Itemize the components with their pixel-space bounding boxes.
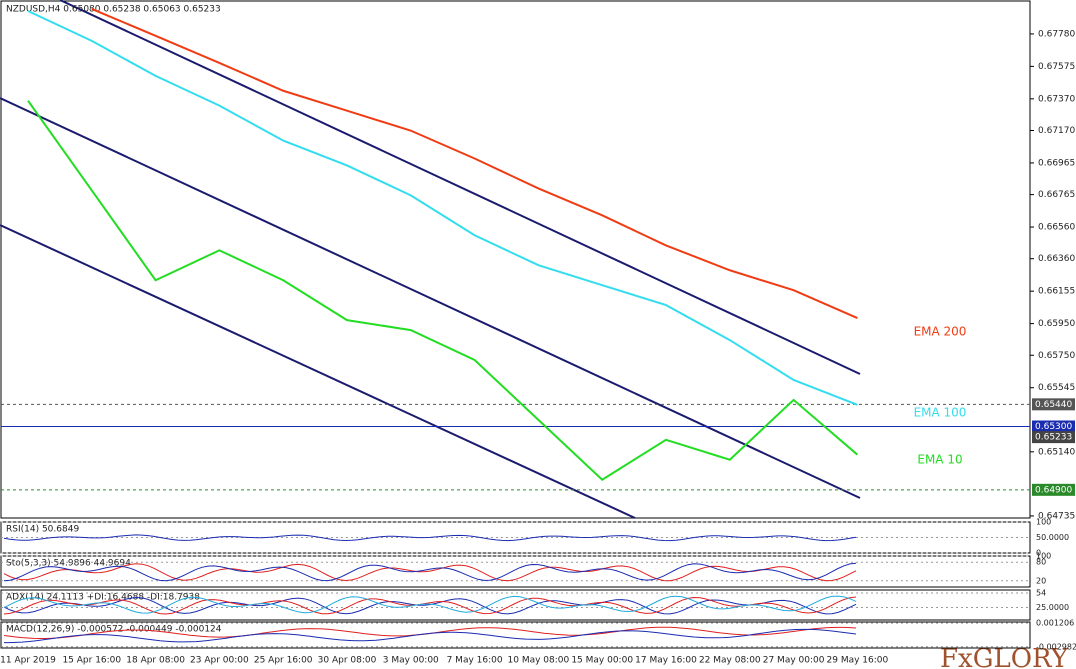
indicator-tick-label: 100	[1036, 552, 1051, 561]
x-tick-label: 11 Apr 2019	[0, 656, 56, 666]
indicator-tick-label: 100	[1036, 518, 1051, 527]
channel-bottom	[0, 224, 636, 519]
price-tag	[1032, 483, 1075, 496]
y-tick-label: 0.65545	[1038, 383, 1075, 393]
x-tick-label: 17 May 16:00	[635, 656, 697, 666]
y-tick-label: 0.65140	[1038, 447, 1075, 457]
series-line	[91, 7, 858, 319]
indicator-line	[3, 596, 857, 615]
indicator-tick-label: 0.001206	[1036, 619, 1074, 628]
x-tick-label: 7 May 16:00	[447, 656, 503, 666]
price-tag-label: 0.65440	[1035, 400, 1072, 410]
x-tick-label: 22 May 08:00	[699, 656, 761, 666]
x-tick-label: 15 May 00:00	[571, 656, 633, 666]
series-line	[27, 100, 859, 481]
indicator-label: MACD(12,26,9) -0.000572 -0.000449 -0.000…	[6, 625, 222, 635]
y-tick-label: 0.65750	[1038, 351, 1075, 361]
price-tag-label: 0.64900	[1035, 485, 1072, 495]
main-frame	[0, 0, 1031, 519]
y-tick-label: 0.66155	[1038, 287, 1075, 297]
indicator-tick-label: 50.0000	[1036, 533, 1069, 542]
indicator-line	[3, 534, 857, 542]
indicator-tick-label: 20	[1036, 576, 1046, 585]
channel-top	[59, 0, 861, 375]
chart-title: NZDUSD,H4 0.65080 0.65238 0.65063 0.6523…	[6, 5, 221, 15]
channel-mid	[0, 97, 861, 499]
y-tick-label: 0.67370	[1038, 94, 1075, 104]
x-tick-label: 10 May 08:00	[508, 656, 570, 666]
indicator-tick-label: 80	[1036, 558, 1046, 567]
series-line	[27, 10, 858, 406]
x-tick-label: 27 May 00:00	[763, 656, 825, 666]
indicator-frame	[0, 589, 1031, 621]
indicator-frame	[0, 621, 1031, 649]
channel	[0, 0, 861, 519]
y-tick-label: 0.65950	[1038, 319, 1075, 329]
indicator-label: RSI(14) 50.6849	[6, 525, 79, 535]
x-tick-label: 25 Apr 16:00	[254, 656, 313, 666]
y-tick-label: 0.66360	[1038, 254, 1075, 264]
x-tick-label: 15 Apr 16:00	[62, 656, 121, 666]
price-tag	[1032, 420, 1075, 433]
series-label: EMA 100	[914, 406, 967, 420]
indicator-tick-label: 25.0000	[1036, 603, 1069, 612]
indicator-line	[3, 562, 857, 582]
price-tag-label: 0.65300	[1035, 422, 1072, 432]
y-tick-label: 0.66765	[1038, 190, 1075, 200]
indicator-line	[3, 595, 857, 614]
indicator-label: ADX(14) 24.1113 +DI:16.4688 -DI:18.7938	[6, 593, 200, 603]
y-tick-label: 0.66560	[1038, 223, 1075, 233]
x-tick-label: 18 Apr 08:00	[126, 656, 185, 666]
indicator-frame	[0, 555, 1031, 588]
series-label: EMA 200	[914, 325, 967, 339]
indicator-line	[4, 628, 857, 644]
y-tick-label: 0.64735	[1038, 511, 1075, 521]
y-tick-label: 0.66965	[1038, 158, 1075, 168]
y-tick-label: 0.67575	[1038, 62, 1075, 72]
indicator-tick-label: 54	[1036, 589, 1046, 598]
series-label: EMA 10	[917, 453, 962, 467]
price-tag	[1032, 431, 1075, 444]
indicator-line	[3, 563, 857, 582]
x-tick-label: 3 May 00:00	[383, 656, 439, 666]
x-tick-label: 29 May 16:00	[827, 656, 889, 666]
price-tag-label: 0.65233	[1035, 433, 1072, 443]
x-tick-label: 30 Apr 08:00	[318, 656, 377, 666]
y-tick-label: 0.67780	[1038, 29, 1075, 39]
x-tick-label: 23 Apr 00:00	[190, 656, 249, 666]
y-tick-label: 0.67170	[1038, 126, 1075, 136]
indicator-tick-label: -0.002982	[1036, 642, 1076, 651]
indicator-tick-label: 0	[1036, 549, 1041, 558]
price-tag	[1032, 398, 1075, 411]
indicator-label: Sto(5,3,3) 54.9896 44.9694	[6, 559, 131, 569]
